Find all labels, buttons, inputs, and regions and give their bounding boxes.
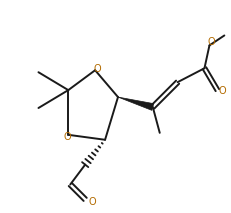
Polygon shape: [118, 97, 153, 110]
Text: O: O: [63, 132, 71, 142]
Text: O: O: [218, 86, 225, 96]
Text: O: O: [207, 37, 214, 47]
Text: O: O: [93, 64, 100, 74]
Text: O: O: [88, 197, 96, 207]
